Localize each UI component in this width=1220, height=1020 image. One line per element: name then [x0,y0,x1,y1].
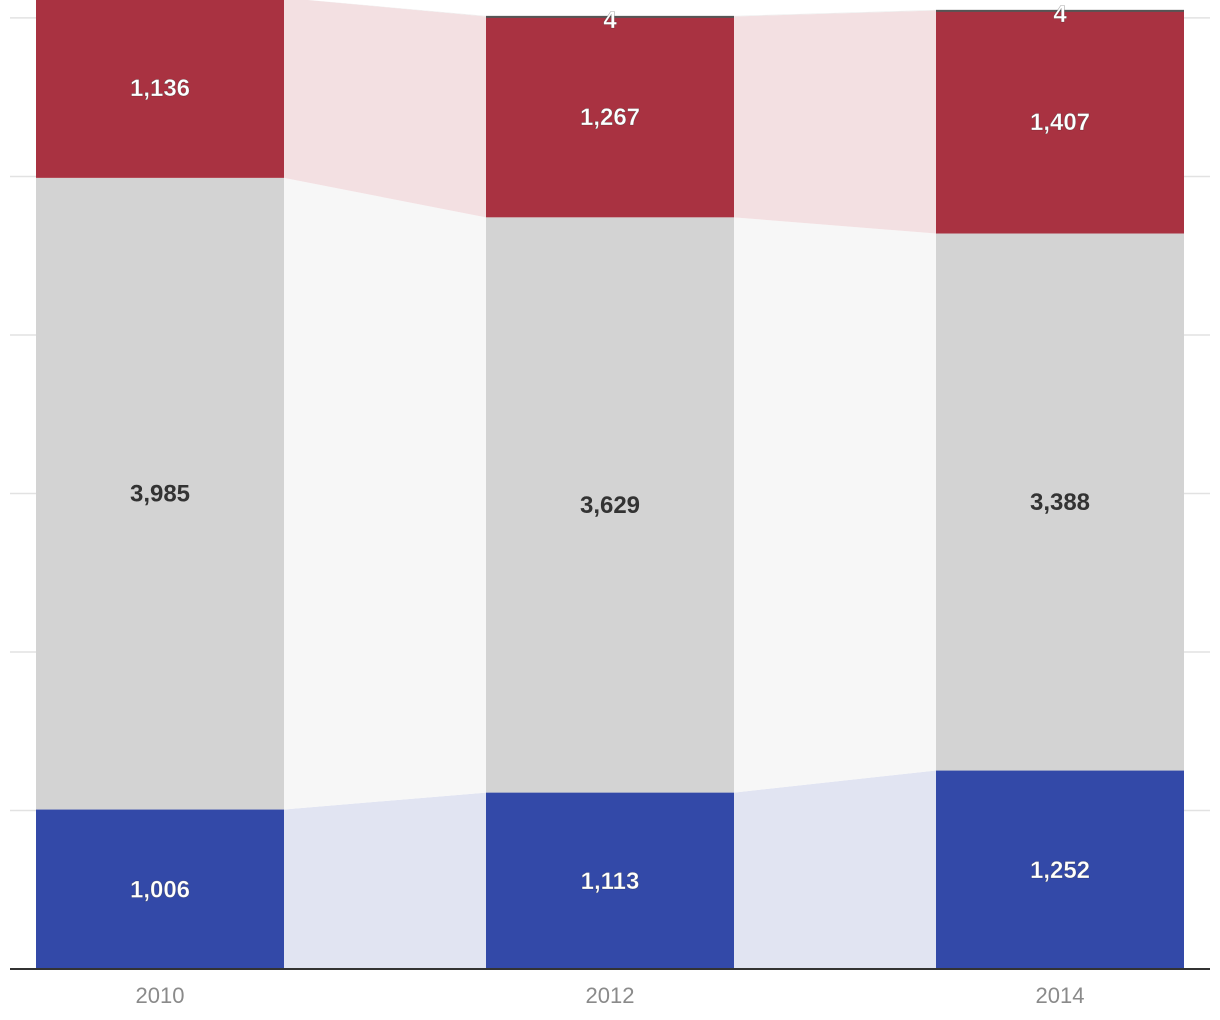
band-series1-2010-2012 [284,177,486,810]
value-label-series1-2010: 3,985 [130,481,190,508]
value-labels: 1,006 3,985 1,136 1,113 3,629 1,267 4 1,252 3,38… [130,1,1091,904]
connector-bands [284,0,936,969]
bar-series2-2014 [936,10,1184,234]
bar-series2-2010 [36,0,284,178]
band-series2-2010-2012 [284,0,486,218]
value-label-series2-2012: 1,267 [580,104,640,131]
bars [36,0,1184,969]
band-series0-2010-2012 [284,792,486,969]
value-label-series3-2014: 4 [1053,1,1067,28]
value-label-series1-2012: 3,629 [580,492,640,519]
band-series1-2012-2014 [734,217,936,793]
band-series2-2012-2014 [734,10,936,234]
band-series0-2012-2014 [734,770,936,969]
value-label-series2-2014: 1,407 [1030,109,1090,136]
bar-series2-2012 [486,16,734,218]
band-series3-2012-2014 [734,9,936,17]
bar-series1-2012 [486,217,734,793]
x-tick-label-2010: 2010 [136,983,185,1008]
value-label-series2-2010: 1,136 [130,75,190,102]
value-label-series3-2012: 4 [603,7,617,34]
bar-series1-2014 [936,233,1184,771]
bar-series3-2014 [936,9,1184,12]
bar-series0-2010 [36,809,284,969]
value-label-series0-2014: 1,252 [1030,857,1090,884]
band-series3-2010-2012 [307,0,486,17]
x-tick-label-2012: 2012 [586,983,635,1008]
x-tick-label-2014: 2014 [1036,983,1085,1008]
bar-series0-2012 [486,792,734,969]
bar-series0-2014 [936,770,1184,969]
x-tick-labels: 2010 2012 2014 [136,983,1085,1008]
bar-series3-2012 [486,15,734,18]
value-label-series0-2010: 1,006 [130,876,190,903]
bar-series1-2010 [36,177,284,810]
value-label-series0-2012: 1,113 [581,868,640,895]
value-label-series1-2014: 3,388 [1030,489,1090,516]
